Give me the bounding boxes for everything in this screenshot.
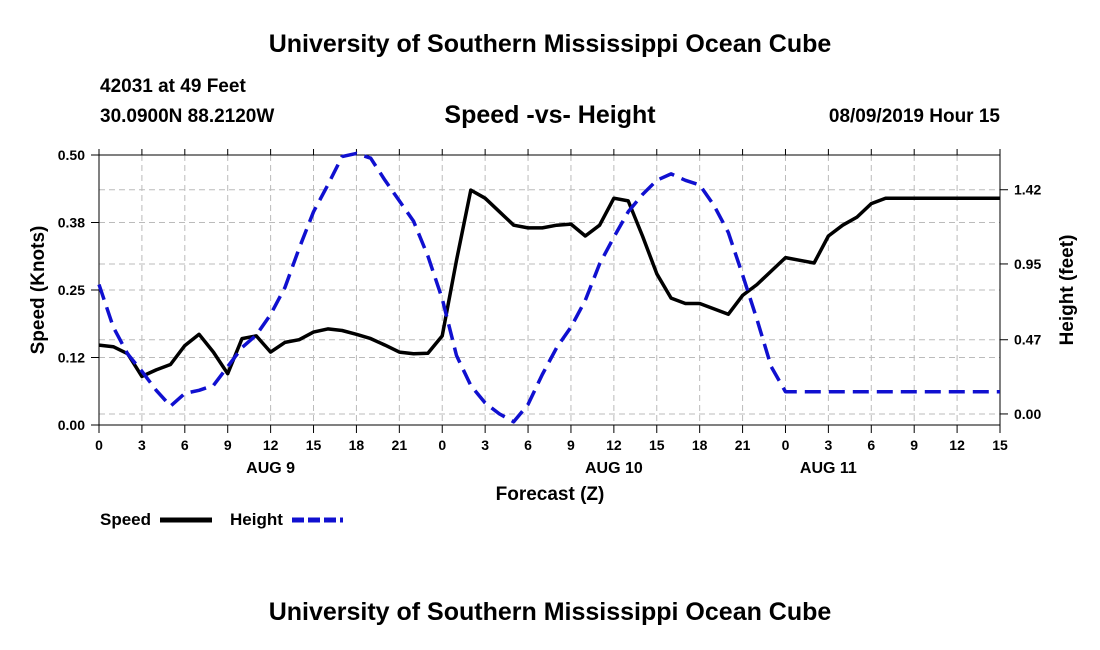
station-label: 42031 at 49 Feet [100,76,246,97]
x-tick-label: 15 [306,437,322,453]
coords-label: 30.0900N 88.2120W [100,106,275,127]
chart-subtitle: Speed -vs- Height [444,101,656,129]
x-tick-label: 0 [438,437,446,453]
y-axis-label: Speed (Knots) [28,226,49,355]
x-tick-label: 6 [181,437,189,453]
legend-label-height: Height [230,510,283,529]
x-tick-label: 12 [949,437,965,453]
x-tick-label: 0 [782,437,790,453]
x-tick-label: 15 [992,437,1008,453]
x-tick-label: 3 [824,437,832,453]
x-tick-label: 12 [263,437,279,453]
x-tick-label: 12 [606,437,622,453]
x-tick-label: 3 [138,437,146,453]
x-tick-label: 15 [649,437,665,453]
y2-tick-label: 0.00 [1014,406,1041,422]
date-label: AUG 11 [800,460,857,477]
y-tick-label: 0.25 [58,282,85,298]
x-tick-label: 0 [95,437,103,453]
speed-series-line [98,188,1000,379]
date-label: AUG 9 [246,460,295,477]
x-tick-label: 18 [692,437,708,453]
y-tick-label: 0.50 [58,147,85,163]
x-tick-label: 9 [224,437,232,453]
x-tick-label: 6 [867,437,875,453]
x-tick-label: 6 [524,437,532,453]
footer-title: University of Southern Mississippi Ocean… [268,598,832,626]
x-tick-label: 18 [349,437,365,453]
y-tick-label: 0.12 [58,350,85,366]
datetime-label: 08/09/2019 Hour 15 [828,106,1000,127]
x-tick-label: 9 [910,437,918,453]
y-tick-label: 0.38 [58,215,85,231]
x-tick-label: 9 [567,437,575,453]
x-tick-label: 21 [735,437,751,453]
x-tick-label: 21 [392,437,408,453]
x-axis-label: Forecast (Z) [496,484,605,505]
legend-label-speed: Speed [100,510,151,529]
page-title: University of Southern Mississippi Ocean… [268,30,832,58]
y2-tick-label: 1.42 [1014,182,1041,198]
y-tick-label: 0.00 [58,417,85,433]
y2-axis-label: Height (feet) [1057,235,1078,346]
y2-tick-label: 0.47 [1014,332,1041,348]
y2-tick-label: 0.95 [1014,256,1041,272]
x-tick-label: 3 [481,437,489,453]
height-series-line [97,151,1000,424]
date-label: AUG 10 [585,460,643,477]
